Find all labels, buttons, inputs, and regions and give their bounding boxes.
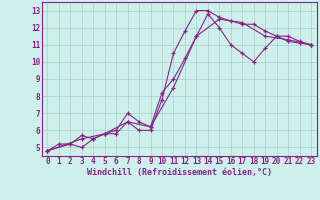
X-axis label: Windchill (Refroidissement éolien,°C): Windchill (Refroidissement éolien,°C) <box>87 168 272 177</box>
